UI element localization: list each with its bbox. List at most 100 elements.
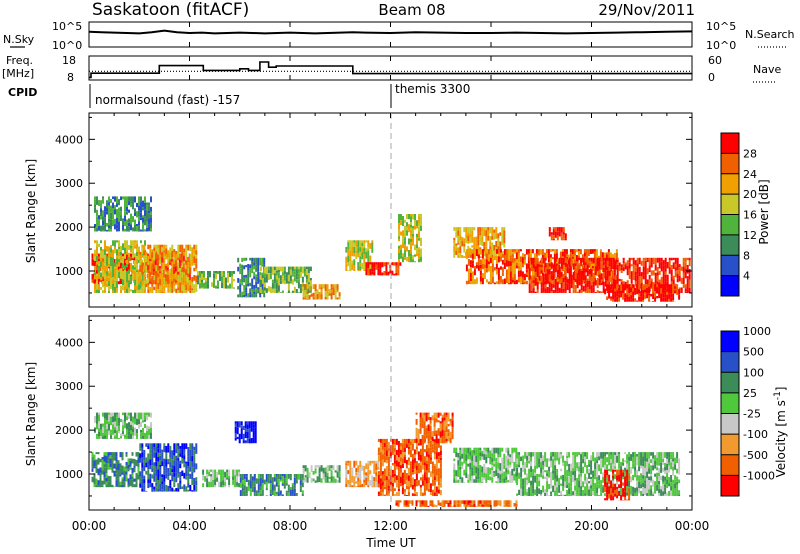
power-cell: [116, 196, 118, 204]
power-cell: [385, 262, 388, 265]
power-cell: [233, 271, 235, 274]
cpid-mode-1: normalsound (fast) -157: [95, 93, 240, 107]
power-cell: [304, 284, 307, 290]
power-cell: [668, 299, 671, 302]
velocity-cell: [588, 486, 591, 490]
power-cell: [175, 251, 178, 255]
velocity-cell: [612, 477, 615, 481]
velocity-cell: [385, 484, 388, 491]
velocity-cell: [546, 458, 549, 462]
power-cell: [293, 274, 296, 278]
velocity-cell: [137, 472, 140, 475]
power-cell: [497, 256, 500, 263]
velocity-cell: [167, 472, 170, 477]
power-cell: [672, 257, 675, 260]
velocity-cell: [536, 480, 539, 485]
power-cell: [275, 272, 278, 276]
power-cell: [215, 273, 217, 280]
power-cell: [491, 236, 494, 240]
velocity-cell: [131, 479, 134, 486]
power-cell: [393, 262, 396, 266]
velocity-cell: [423, 440, 426, 444]
velocity-cell: [306, 467, 309, 474]
velocity-cell: [142, 420, 144, 423]
power-cell: [241, 268, 244, 276]
power-cell: [576, 275, 579, 280]
power-cell: [497, 251, 500, 255]
power-cell: [173, 252, 176, 258]
velocity-cell: [497, 457, 500, 463]
power-cell: [471, 253, 474, 259]
power-cell: [558, 278, 561, 283]
power-cell: [126, 288, 128, 293]
power-cell: [157, 276, 160, 283]
power-cell: [650, 257, 653, 263]
power-cell: [347, 242, 350, 247]
power-cell: [122, 285, 124, 291]
velocity-cell: [257, 492, 260, 496]
power-cell: [592, 279, 595, 282]
power-cell: [247, 293, 250, 297]
power-cell: [104, 231, 106, 232]
velocity-cell: [332, 479, 335, 483]
velocity-cell: [105, 481, 108, 485]
power-cell: [499, 282, 502, 285]
power-cell: [126, 259, 128, 264]
velocity-cell: [147, 460, 150, 465]
power-cell: [495, 241, 498, 248]
power-cell: [167, 288, 170, 293]
power-cell: [672, 275, 675, 280]
power-cell: [357, 265, 360, 270]
power-cell: [622, 286, 625, 289]
power-cell: [269, 266, 272, 274]
velocity-cell: [143, 489, 146, 492]
velocity-cell: [163, 491, 166, 492]
power-cell: [475, 242, 478, 248]
power-cell: [138, 284, 140, 289]
power-cell: [179, 268, 182, 274]
velocity-cell: [110, 435, 112, 438]
power-cell: [676, 273, 679, 279]
velocity-cell: [373, 463, 376, 468]
velocity-cell: [419, 461, 422, 466]
power-cell: [215, 271, 217, 274]
power-cell: [640, 282, 643, 287]
power-cell: [540, 267, 543, 271]
power-cell: [584, 283, 587, 288]
velocity-cell: [165, 473, 168, 479]
velocity-cell: [449, 421, 452, 426]
power-cell: [489, 235, 492, 242]
velocity-cell: [175, 466, 178, 473]
velocity-cell: [534, 489, 537, 495]
velocity-cell: [234, 483, 237, 488]
power-cell: [420, 225, 422, 231]
velocity-cell: [562, 458, 565, 463]
velocity-cell: [469, 480, 472, 483]
velocity-cell: [171, 450, 174, 456]
velocity-cell: [269, 483, 272, 491]
power-cell: [191, 258, 194, 262]
power-cell: [660, 276, 663, 282]
power-cell: [110, 248, 112, 253]
power-cell: [594, 266, 597, 271]
velocity-cell: [95, 484, 98, 488]
power-cell: [628, 296, 631, 302]
power-cell: [108, 228, 110, 231]
power-cell: [125, 266, 128, 273]
power-cell: [560, 257, 563, 264]
power-cell: [644, 284, 647, 290]
velocity-cell: [263, 479, 266, 485]
power-cell: [253, 294, 256, 298]
velocity-cell: [147, 458, 150, 461]
power-cell: [114, 278, 116, 282]
power-cell: [664, 290, 667, 295]
power-cell: [547, 249, 550, 256]
velocity-cell: [614, 474, 617, 479]
velocity-cell: [445, 423, 448, 427]
velocity-cell: [397, 477, 400, 484]
velocity-cell: [234, 421, 237, 424]
power-cell: [400, 231, 402, 236]
velocity-cell: [116, 430, 118, 434]
velocity-cell: [550, 483, 553, 489]
power-cell: [144, 218, 146, 223]
